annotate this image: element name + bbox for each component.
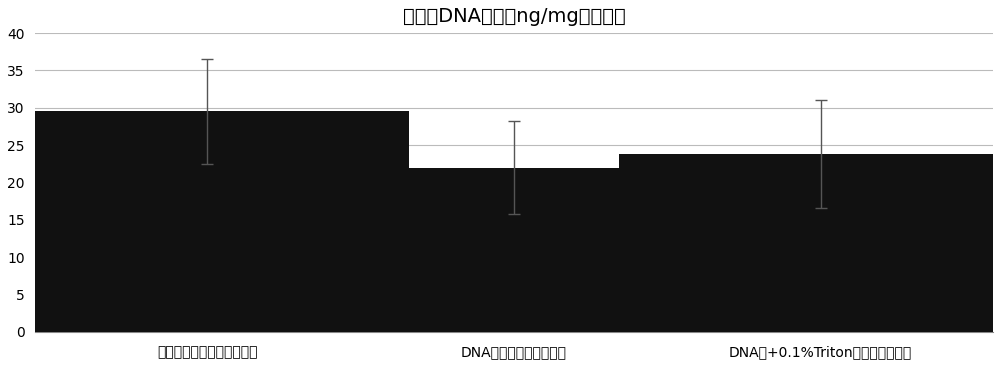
Bar — [6, 112, 409, 332]
Title: 纤维环DNA含量（ng/mg，干重）: 纤维环DNA含量（ng/mg，干重） — [403, 7, 625, 26]
Bar — [313, 168, 715, 332]
Bar — [619, 154, 1000, 332]
